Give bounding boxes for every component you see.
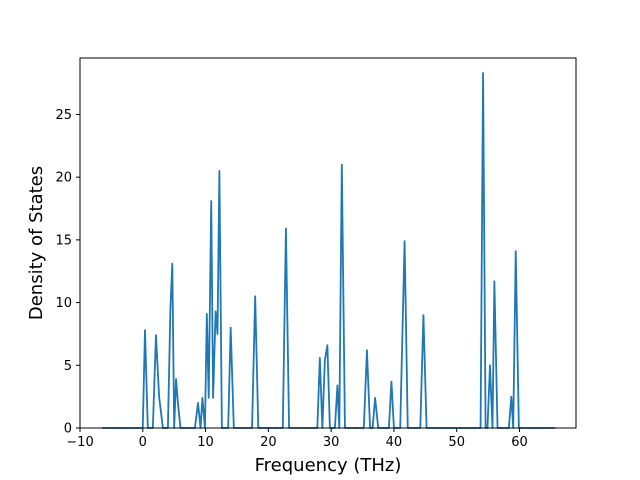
x-tick-label: 10 xyxy=(197,435,214,450)
plot-area xyxy=(101,72,556,429)
dos-series-line xyxy=(101,72,556,429)
x-tick-label: 30 xyxy=(323,435,340,450)
y-tick-label: 10 xyxy=(55,296,72,311)
x-tick-label: 20 xyxy=(260,435,277,450)
y-tick-label: 20 xyxy=(55,171,72,186)
y-axis-label: Density of States xyxy=(26,166,47,320)
axes-frame xyxy=(79,57,577,429)
y-tick-label: 15 xyxy=(55,233,72,248)
x-tick-label: 50 xyxy=(448,435,465,450)
x-tick-label: 60 xyxy=(511,435,528,450)
x-tick-label: −10 xyxy=(66,435,93,450)
x-tick-label: 0 xyxy=(139,435,147,450)
x-tick-label: 40 xyxy=(386,435,403,450)
y-tick-label: 0 xyxy=(64,422,72,437)
y-tick-label: 25 xyxy=(55,108,72,123)
x-axis-label: Frequency (THz) xyxy=(255,455,402,476)
y-tick-label: 5 xyxy=(64,359,72,374)
